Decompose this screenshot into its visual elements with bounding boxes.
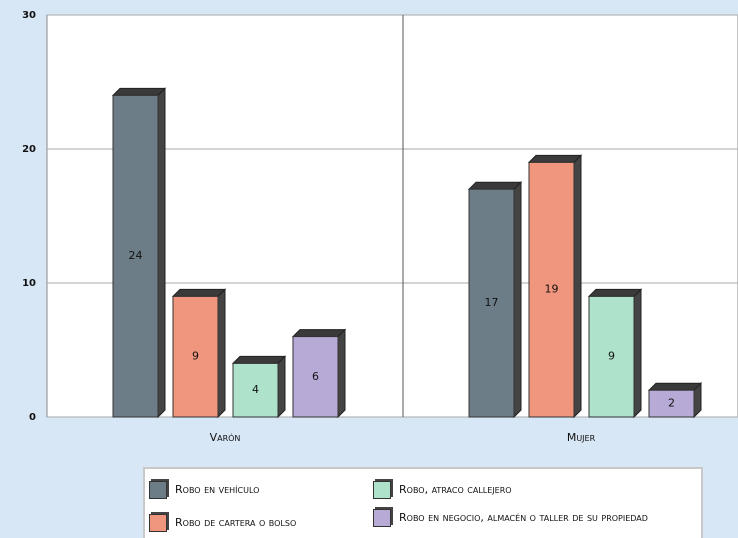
bar-side [513,180,522,419]
value-label: 9 [608,350,615,363]
legend-swatch [373,509,391,527]
bar [232,362,279,418]
bar-top [467,181,523,190]
legend-label: Robo de cartera o bolso [175,516,297,529]
x-tick-label: Mujer [567,431,596,444]
bar [468,188,515,418]
bar-side [633,288,642,419]
bar [648,389,695,418]
legend-label: Robo, atraco callejero [399,483,512,496]
legend-swatch [149,514,167,532]
bar-top [111,87,167,96]
legend-item: Robo en negocio, almacén o taller de su … [373,509,683,527]
value-label: 9 [192,350,199,363]
bar-side [337,328,346,419]
bar-side [217,288,226,419]
x-tick-label: Varón [210,431,241,444]
value-label: 19 [545,283,559,296]
legend-label: Robo en negocio, almacén o taller de su … [399,511,648,524]
bar [292,336,339,418]
legend-item: Robo de cartera o bolso [149,514,296,532]
legend: Robo en vehículo Robo de cartera o bolso R… [143,467,703,538]
bar [528,161,575,418]
bar-top [291,329,347,338]
y-tick-label: 30 [22,10,36,21]
value-label: 17 [485,296,499,309]
bar [172,295,219,418]
legend-item: Robo, atraco callejero [373,481,512,499]
value-label: 24 [129,249,143,262]
bar [112,94,159,418]
value-label: 2 [668,397,675,410]
legend-item: Robo en vehículo [149,481,259,499]
bar-top [587,288,643,297]
value-label: 4 [252,383,259,396]
legend-swatch [373,481,391,499]
value-label: 6 [312,370,319,383]
legend-swatch [149,481,167,499]
bar-side [277,355,286,419]
bar-top [231,355,287,364]
bar [588,295,635,418]
bar-side [157,87,166,419]
y-tick-label: 10 [22,278,36,289]
legend-label: Robo en vehículo [175,483,260,496]
bar-top [527,154,583,163]
bar-top [171,288,227,297]
bar-top [647,382,703,391]
y-tick-label: 20 [22,144,36,155]
bar-side [573,154,582,419]
y-tick-label: 0 [29,412,36,423]
